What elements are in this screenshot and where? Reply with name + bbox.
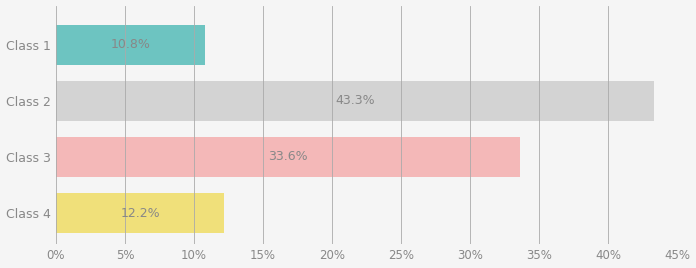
- Bar: [56, 137, 520, 177]
- Bar: [56, 25, 205, 65]
- Text: 12.2%: 12.2%: [120, 207, 160, 219]
- Bar: [56, 193, 225, 233]
- Text: 10.8%: 10.8%: [111, 38, 150, 51]
- Bar: [56, 81, 654, 121]
- Text: 33.6%: 33.6%: [268, 150, 308, 163]
- Text: 43.3%: 43.3%: [335, 94, 374, 107]
